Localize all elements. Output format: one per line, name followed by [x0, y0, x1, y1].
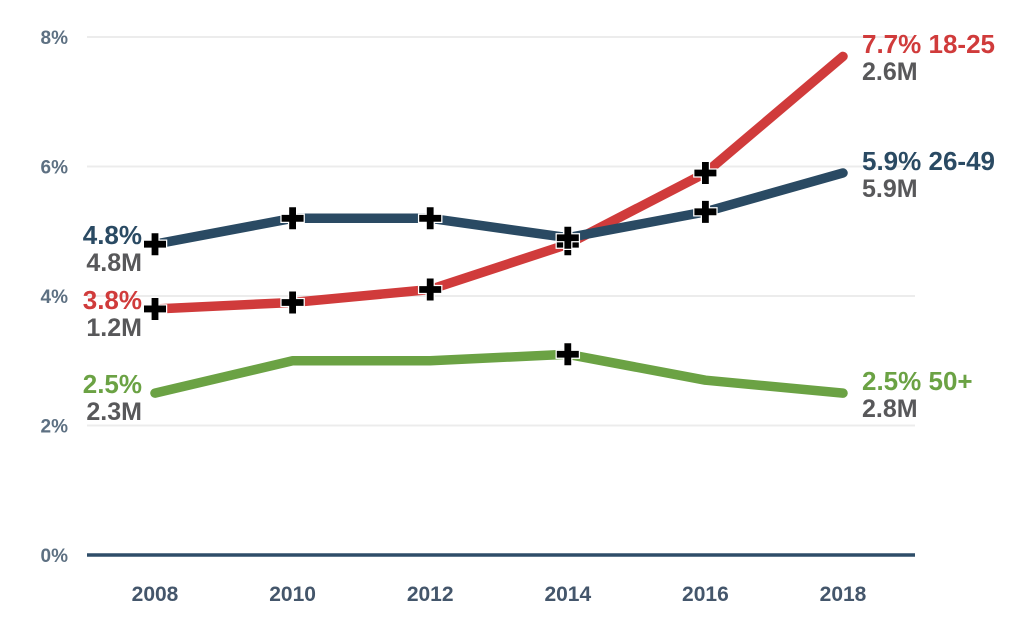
series-line-26-49 [150, 168, 848, 249]
data-point-marker-18-25 [142, 296, 168, 322]
x-axis-tick-label: 2014 [544, 583, 591, 606]
end-pct-group-label: 5.9% 26-49 [862, 145, 995, 176]
start-count-label: 4.8M [86, 249, 142, 278]
series-end-label-18-25: 7.7% 18-25 2.6M [862, 30, 995, 86]
end-pct-group-label: 7.7% 18-25 [862, 29, 995, 60]
data-point-marker-50+ [555, 342, 581, 367]
start-count-label: 1.2M [86, 313, 142, 342]
x-axis-tick-label: 2010 [269, 583, 316, 606]
y-axis-tick-label: 4% [41, 287, 69, 308]
series-start-label-50+: 2.5% 2.3M [83, 370, 142, 426]
series-end-label-26-49: 5.9% 26-49 5.9M [862, 147, 995, 203]
y-axis-tick-label: 0% [41, 546, 69, 567]
data-point-marker-26-49 [142, 231, 168, 257]
data-point-marker-18-25 [693, 160, 718, 186]
data-point-marker-26-49 [417, 206, 443, 231]
series-line-18-25 [150, 51, 848, 314]
data-point-marker-26-49 [555, 225, 581, 250]
end-pct-group-label: 2.5% 50+ [862, 366, 973, 397]
series-start-label-26-49: 4.8% 4.8M [83, 221, 142, 277]
start-count-label: 2.3M [86, 398, 142, 427]
y-axis-tick-label: 2% [41, 417, 69, 438]
series-start-label-18-25: 3.8% 1.2M [83, 286, 142, 342]
y-axis-tick-label: 6% [41, 158, 69, 179]
data-point-marker-18-25 [280, 290, 305, 315]
series-end-label-50+: 2.5% 50+ 2.8M [862, 367, 973, 423]
end-count-label: 2.8M [862, 395, 918, 424]
start-pct-label: 3.8% [82, 284, 142, 315]
start-pct-label: 4.8% [82, 220, 142, 251]
y-axis-tick-label: 8% [41, 28, 69, 49]
x-axis-tick-label: 2008 [132, 583, 179, 606]
data-point-marker-26-49 [280, 206, 305, 231]
end-count-label: 5.9M [862, 174, 918, 203]
end-count-label: 2.6M [862, 58, 918, 87]
x-axis-tick-label: 2016 [682, 583, 729, 606]
x-axis-tick-label: 2012 [407, 583, 454, 606]
data-point-marker-18-25 [417, 277, 443, 302]
start-pct-label: 2.5% [82, 369, 142, 400]
data-point-marker-26-49 [693, 199, 718, 225]
series-line-50+ [150, 349, 848, 398]
x-axis-tick-label: 2018 [820, 583, 867, 606]
